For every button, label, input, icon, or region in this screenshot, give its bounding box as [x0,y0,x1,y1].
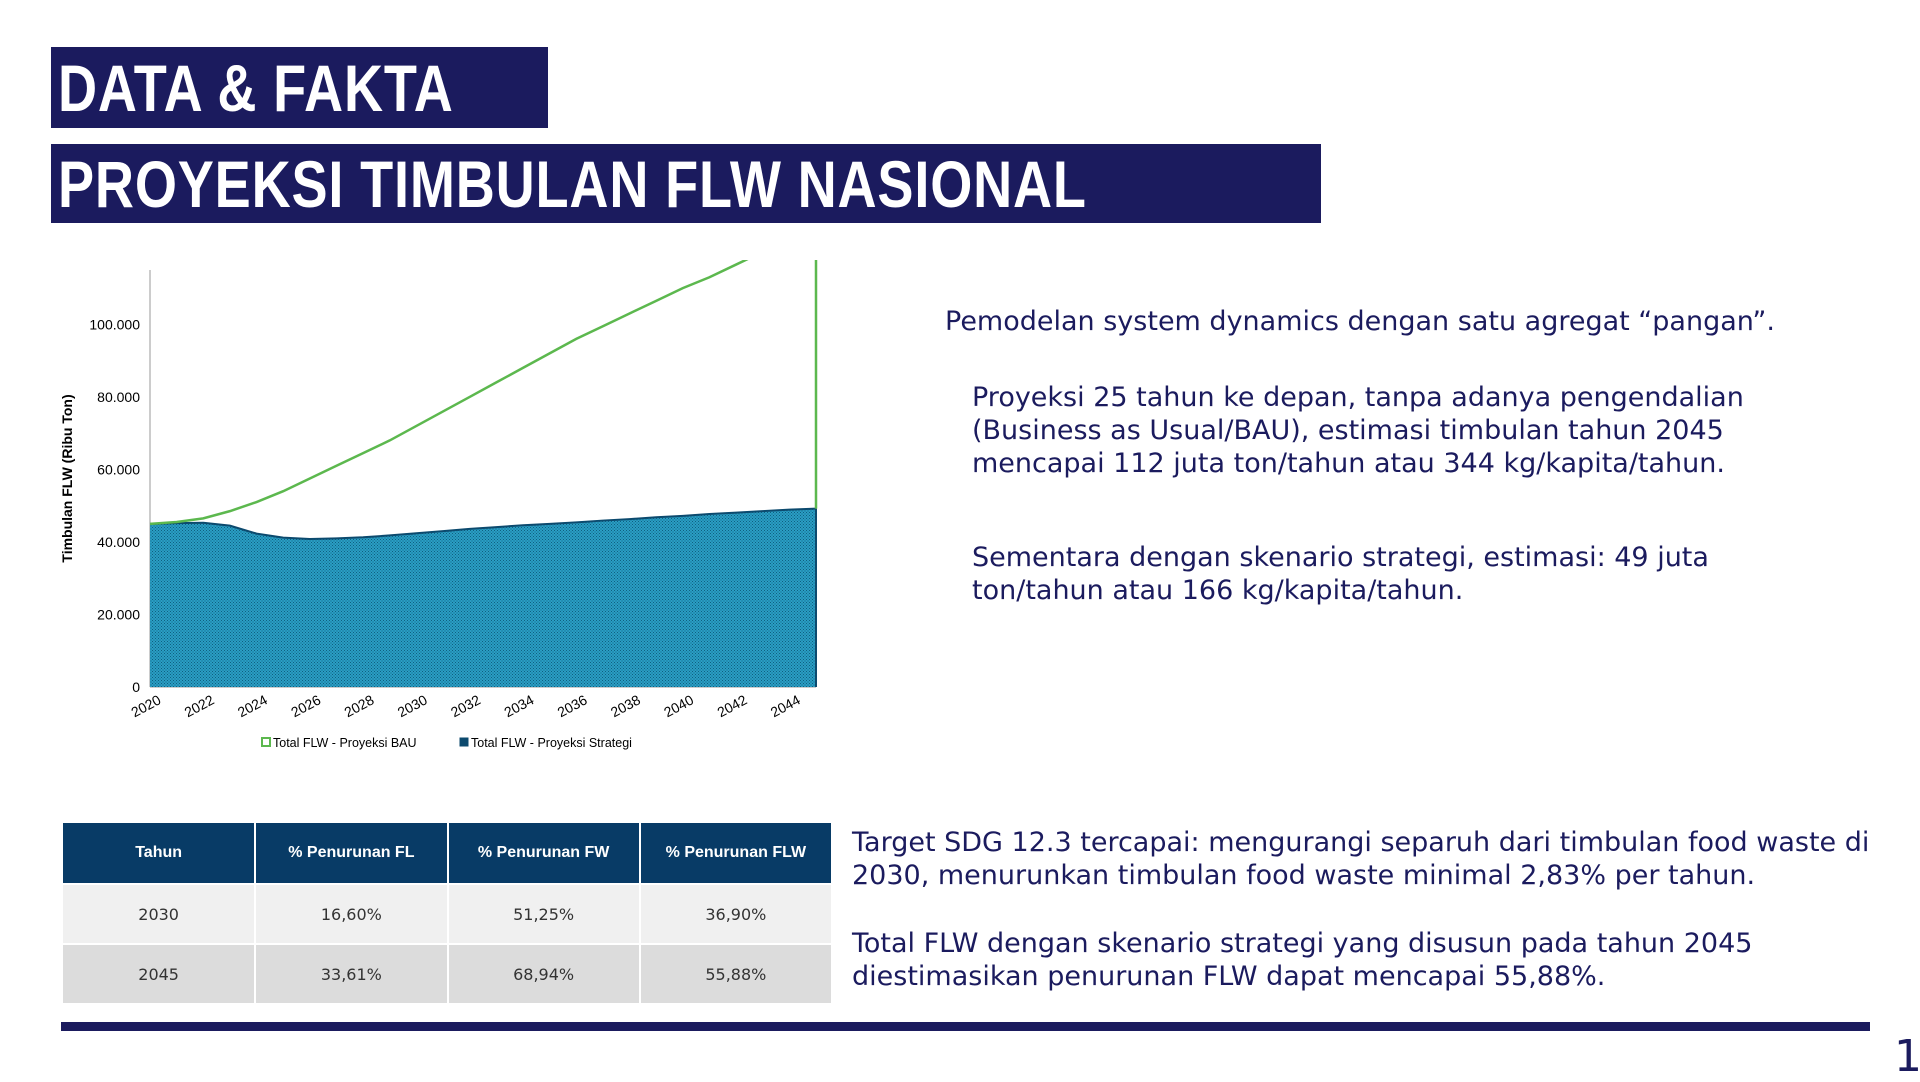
x-tick-label: 2040 [661,691,696,720]
table-cell: 55,88% [639,943,834,1003]
table-header-fl: % Penurunan FL [255,823,449,884]
table-row: 2030 16,60% 51,25% 36,90% [63,883,834,944]
page-number: 1 [1894,1031,1920,1082]
table-header-flw: % Penurunan FLW [639,823,834,884]
y-tick-label: 60.000 [97,461,140,477]
y-tick-label: 0 [132,679,140,695]
title-line-1-text: DATA & FAKTA [58,50,454,125]
table-cell: 68,94% [447,943,641,1003]
y-tick-label: 100.000 [89,316,140,332]
x-tick-label: 2038 [608,691,643,720]
x-tick-label: 2020 [128,691,163,720]
table-header-year: Tahun [63,823,257,884]
y-tick-label: 80.000 [97,389,140,405]
x-tick-label: 2032 [448,691,483,720]
table-header-row: Tahun % Penurunan FL % Penurunan FW % Pe… [63,823,834,884]
legend-label-strategy: Total FLW - Proyeksi Strategi [471,736,632,750]
title-line-1: DATA & FAKTA [51,47,549,128]
x-tick-label: 2034 [501,691,536,720]
table-cell: 2045 [63,943,257,1003]
table-cell: 16,60% [255,883,449,944]
table-row: 2045 33,61% 68,94% 55,88% [63,943,834,1003]
table-cell: 51,25% [447,883,641,944]
title-line-2-text: PROYEKSI TIMBULAN FLW NASIONAL [58,146,1087,221]
reduction-table: Tahun % Penurunan FL % Penurunan FW % Pe… [63,823,834,1003]
x-tick-label: 2024 [235,691,270,720]
x-tick-label: 2044 [768,691,803,720]
note-sdg-target: Target SDG 12.3 tercapai: mengurangi sep… [852,827,1870,891]
y-tick-label: 40.000 [97,534,140,550]
series-line-strategy [149,507,817,541]
x-tick-label: 2042 [714,691,749,720]
table-cell: 36,90% [639,883,834,944]
legend-label-bau: Total FLW - Proyeksi BAU [273,736,417,750]
description-strategy: Sementara dengan skenario strategi, esti… [972,542,1709,606]
table-header-fw: % Penurunan FW [447,823,641,884]
table-cell: 33,61% [255,943,449,1003]
y-tick-label: 20.000 [97,606,140,622]
legend-swatch-bau [261,737,271,747]
series-area-strategy [150,508,816,687]
x-tick-label: 2036 [555,691,590,720]
description-bau: Proyeksi 25 tahun ke depan, tanpa adanya… [972,382,1744,479]
x-tick-label: 2028 [342,691,377,720]
y-axis-label: Timbulan FLW (Ribu Ton) [59,394,75,562]
series-line-bau [149,260,749,526]
x-tick-label: 2022 [182,691,217,720]
footer-divider [61,1022,1870,1031]
description-intro: Pemodelan system dynamics dengan satu ag… [945,306,1775,337]
flw-projection-chart: 0 20.000 40.000 60.000 80.000 100.000 Timbulan… [59,260,818,750]
x-tick-label: 2026 [288,691,323,720]
table-cell: 2030 [63,883,257,944]
legend-swatch-strategy [459,737,469,747]
note-total-flw: Total FLW dengan skenario strategi yang … [852,928,1753,992]
title-line-2: PROYEKSI TIMBULAN FLW NASIONAL [51,144,1321,223]
x-tick-label: 2030 [395,691,430,720]
